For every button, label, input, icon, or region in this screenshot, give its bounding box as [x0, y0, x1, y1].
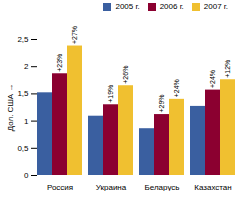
svg-text:Дол. США →: Дол. США → [6, 84, 15, 132]
svg-text:+26%: +26% [122, 66, 129, 84]
svg-text:Россия: Россия [47, 183, 73, 191]
svg-text:+19%: +19% [107, 85, 114, 103]
svg-text:+23%: +23% [56, 54, 63, 72]
svg-text:2,5: 2,5 [17, 35, 29, 44]
html-text:2005 г.: 2005 г. [115, 2, 140, 11]
svg-text:1,5: 1,5 [17, 89, 29, 98]
svg-text:0: 0 [24, 171, 29, 180]
svg-text:+24%: +24% [173, 79, 180, 97]
html-text:2007 г.: 2007 г. [203, 2, 228, 11]
svg-text:0,5: 0,5 [17, 144, 29, 153]
svg-text:+12%: +12% [224, 60, 231, 78]
svg-text:2: 2 [24, 62, 29, 71]
svg-text:Казахстан: Казахстан [194, 183, 232, 191]
svg-text:Украина: Украина [96, 183, 127, 191]
html-text:2006 г.: 2006 г. [159, 2, 184, 11]
svg-text:+29%: +29% [158, 94, 165, 112]
svg-text:+24%: +24% [209, 70, 216, 88]
svg-text:1: 1 [24, 117, 29, 126]
svg-text:Беларусь: Беларусь [145, 183, 180, 191]
svg-text:+27%: +27% [71, 26, 78, 44]
